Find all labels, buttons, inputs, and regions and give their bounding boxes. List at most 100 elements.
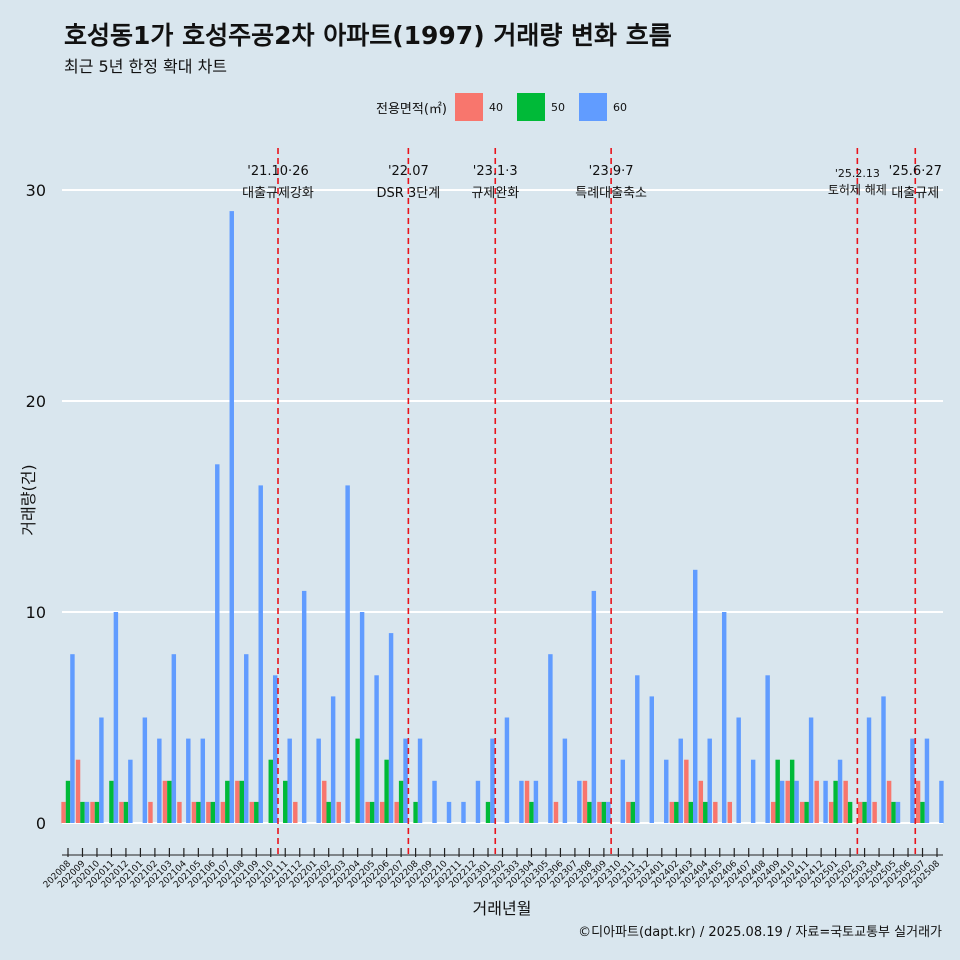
bar-60-202305	[548, 654, 553, 823]
bar-60-202105	[200, 738, 206, 823]
bar-50-202011	[109, 780, 114, 823]
bar-60-202211	[461, 801, 466, 823]
bar-60-202507	[924, 738, 930, 823]
bar-40-202010	[90, 801, 95, 823]
event-date-4: '25.2.13	[835, 167, 880, 180]
bar-50-202009	[80, 801, 85, 823]
bar-40-202108	[235, 780, 240, 823]
legend-key-50	[516, 93, 545, 121]
bar-60-202104	[186, 738, 191, 823]
event-label-0: 대출규제강화	[242, 186, 314, 201]
bar-50-202301	[485, 801, 491, 823]
bar-60-202109	[258, 485, 263, 823]
bar-40-202501	[828, 801, 834, 823]
bar-60-202407	[750, 759, 756, 823]
bar-60-202208	[417, 738, 423, 823]
bar-60-202311	[635, 675, 640, 823]
y-axis-title: 거래량(건)	[19, 464, 38, 535]
bar-40-202203	[336, 801, 341, 823]
bar-60-202503	[866, 717, 872, 823]
bar-60-202312	[649, 696, 654, 823]
bar-40-202205	[365, 801, 370, 823]
bar-50-202108	[239, 780, 245, 823]
legend-label-60: 60	[612, 100, 627, 114]
bar-40-202412	[814, 780, 819, 823]
event-label-4: 토허제 해제	[828, 183, 887, 197]
bar-40-202103	[162, 780, 168, 823]
bar-40-202311	[626, 801, 631, 823]
event-date-5: '25.6·27	[889, 164, 942, 179]
bar-50-202110	[268, 759, 273, 823]
event-date-2: '23.1·3	[473, 164, 518, 179]
bar-50-202204	[355, 738, 360, 823]
legend-key-60	[578, 93, 607, 121]
bar-60-202408	[765, 675, 770, 823]
bar-60-202306	[562, 738, 568, 823]
bar-60-202110	[272, 675, 278, 823]
bar-40-202404	[698, 780, 704, 823]
legend-label-40: 40	[488, 100, 503, 114]
bar-40-202008	[61, 801, 66, 823]
bar-60-202209	[432, 780, 437, 823]
bar-60-202412	[823, 780, 828, 823]
bar-50-202411	[804, 801, 809, 823]
bar-60-202010	[99, 717, 104, 823]
bar-60-202403	[693, 569, 698, 823]
chart-title: 호성동1가 호성주공2차 아파트(1997) 거래량 변화 흐름	[64, 21, 672, 50]
bar-60-202101	[142, 717, 148, 823]
bar-40-202107	[220, 801, 226, 823]
bar-50-202109	[254, 801, 259, 823]
bar-60-202401	[664, 759, 669, 823]
bar-60-202201	[316, 738, 321, 823]
bar-40-202309	[597, 801, 602, 823]
event-date-1: '22.07	[388, 164, 429, 179]
bar-50-202501	[833, 780, 838, 823]
bar-40-202410	[785, 780, 790, 823]
event-label-5: 대출규제	[891, 186, 939, 201]
bar-60-202404	[707, 738, 712, 823]
bar-60-202410	[794, 780, 799, 823]
bar-50-202409	[775, 759, 780, 823]
bar-50-202008	[65, 780, 71, 823]
bar-40-202409	[771, 801, 776, 823]
y-tick-label-20: 20	[26, 392, 46, 411]
chart-caption: ©디아파트(dapt.kr) / 2025.08.19 / 자료=국토교통부 실…	[578, 925, 942, 940]
bar-40-202009	[75, 759, 81, 823]
bar-40-202406	[727, 801, 733, 823]
bar-60-202112	[301, 590, 307, 823]
bar-60-202307	[577, 780, 582, 823]
bar-50-202208	[413, 801, 418, 823]
event-label-3: 특례대출축소	[575, 186, 647, 201]
bar-50-202505	[891, 801, 896, 823]
bar-40-202402	[669, 801, 675, 823]
chart-subtitle: 최근 5년 한정 확대 차트	[64, 57, 228, 76]
legend: 전용면적(㎡) 40 50 60	[376, 92, 641, 122]
bar-40-202504	[872, 801, 877, 823]
bar-40-202102	[148, 801, 153, 823]
bar-50-202311	[630, 801, 636, 823]
bar-40-202105	[191, 801, 197, 823]
bar-60-202102	[157, 738, 162, 823]
bar-60-202008	[70, 654, 75, 823]
bar-60-202207	[403, 738, 408, 823]
bar-60-202205	[374, 675, 379, 823]
bar-40-202411	[799, 801, 805, 823]
bar-60-202409	[779, 780, 785, 823]
bar-50-202410	[789, 759, 795, 823]
bar-60-202508	[939, 780, 944, 823]
bar-40-202502	[843, 780, 848, 823]
bar-40-202106	[206, 801, 211, 823]
bar-60-202505	[895, 801, 901, 823]
legend-title: 전용면적(㎡)	[376, 101, 447, 117]
bar-40-202306	[553, 801, 559, 823]
bar-60-202301	[490, 738, 495, 823]
bar-40-202503	[857, 801, 863, 823]
bar-60-202309	[606, 801, 611, 823]
bar-40-202507	[915, 780, 921, 823]
bar-40-202112	[293, 801, 298, 823]
bar-40-202207	[394, 801, 399, 823]
bar-60-202504	[881, 696, 886, 823]
bar-50-202012	[123, 801, 129, 823]
legend-key-40	[454, 93, 483, 121]
